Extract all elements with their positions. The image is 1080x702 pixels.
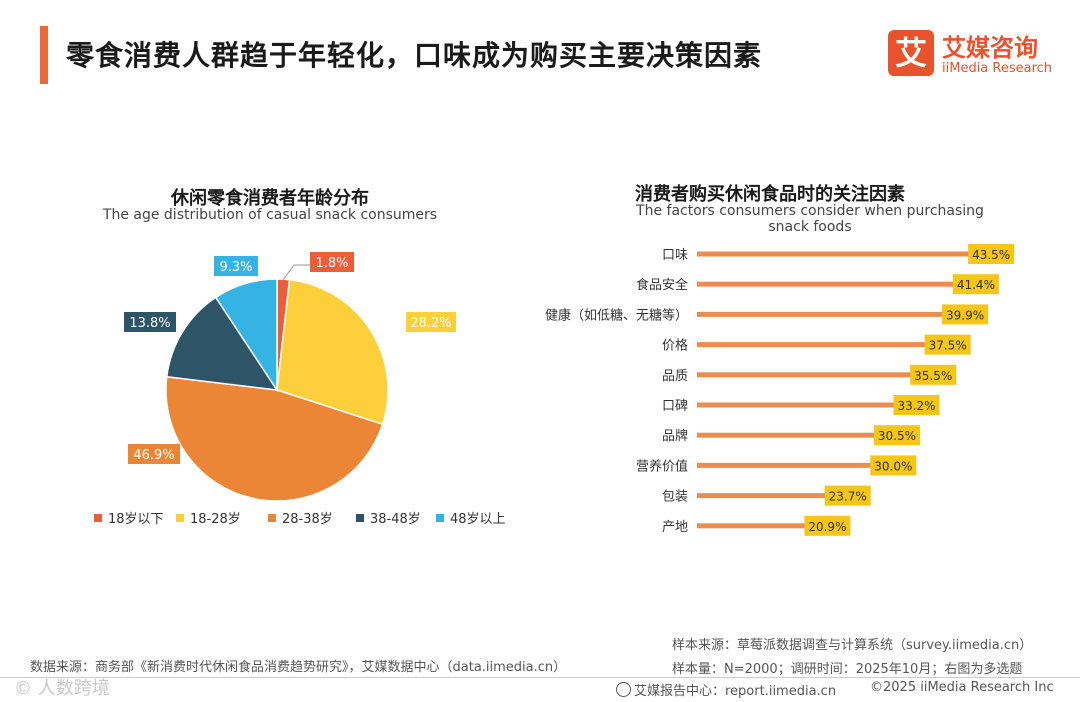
svg-text:33.2%: 33.2% (897, 399, 935, 413)
bar-category-label: 品质 (662, 369, 688, 384)
bar (697, 462, 915, 468)
report-center: 艾媒报告中心：report.iimedia.cn (616, 680, 836, 699)
svg-text:37.5%: 37.5% (929, 339, 967, 353)
pie-chart-title: 休闲零食消费者年龄分布 (171, 188, 369, 209)
report-center-label: 艾媒报告中心：report.iimedia.cn (634, 684, 837, 699)
bar-data-label: 30.5% (873, 425, 920, 446)
bar (697, 251, 1013, 257)
sample-info: 样本量：N=2000；调研时间：2025年10月；右图为多选题 (672, 662, 1023, 677)
logo-mark: 艾 (888, 30, 934, 76)
svg-text:20.9%: 20.9% (808, 520, 846, 534)
bar-data-label: 20.9% (804, 515, 851, 536)
bar-category-label: 包装 (662, 490, 688, 505)
bar-data-label: 41.4% (952, 274, 999, 295)
svg-text:38-48岁: 38-48岁 (370, 512, 421, 527)
pie-legend-item: 18岁以下 (94, 512, 164, 527)
pie-slice (165, 375, 384, 502)
pie-slice (276, 278, 389, 426)
pie-slice (214, 278, 278, 393)
bar-chart-title: 消费者购买休闲食品时的关注因素 (635, 184, 905, 205)
svg-text:30.0%: 30.0% (874, 459, 912, 473)
title-accent-bar (40, 26, 48, 84)
pie-data-label: 1.8% (310, 252, 354, 272)
svg-text:13.8%: 13.8% (129, 316, 170, 331)
sample-source: 样本来源：草莓派数据调查与计算系统（survey.iimedia.cn） (672, 638, 1033, 653)
bar-category-label: 口碑 (662, 398, 688, 414)
footer-divider (0, 677, 1080, 678)
pie-legend-item: 18-28岁 (176, 512, 241, 527)
svg-text:39.9%: 39.9% (946, 308, 984, 322)
bar (697, 493, 869, 499)
pie-chart-subtitle: The age distribution of casual snack con… (102, 207, 438, 223)
bar-category-label: 营养价值 (636, 458, 688, 474)
globe-icon (616, 682, 631, 697)
purchase-factors-bar-chart: 口味 43.5% 食品安全 41.4% 健康（如低糖、无糖等） 39.9% 价格 37.5% 品… (545, 244, 1015, 536)
bar-data-label: 33.2% (893, 395, 940, 415)
bar (697, 281, 997, 287)
bar (697, 402, 938, 408)
bar-category-label: 产地 (662, 520, 688, 535)
pie-legend-item: 38-48岁 (356, 512, 421, 527)
copyright: ©2025 iiMedia Research Inc (870, 680, 1054, 695)
bar-data-label: 23.7% (824, 485, 871, 506)
bar-chart-subtitle: The factors consumers consider when purc… (636, 203, 984, 235)
watermark: © 人数跨境 (14, 678, 110, 699)
svg-text:46.9%: 46.9% (133, 448, 174, 463)
svg-text:48岁以上: 48岁以上 (450, 512, 506, 527)
svg-text:18-28岁: 18-28岁 (190, 512, 241, 527)
pie-data-label: 46.9% (128, 444, 180, 464)
pie-data-label: 9.3% (214, 256, 258, 276)
bar-data-label: 30.0% (870, 455, 917, 476)
bar-data-label: 37.5% (924, 334, 971, 355)
age-distribution-pie-chart: 1.8% 28.2% 46.9% 13.8% 9.3% 18岁以下 18-28岁 28-38岁… (94, 252, 506, 527)
logo-name-en: iiMedia Research (942, 61, 1053, 76)
bar (697, 372, 955, 378)
page-title: 零食消费人群趋于年轻化，口味成为购买主要决策因素 (66, 39, 763, 72)
svg-text:43.5%: 43.5% (972, 248, 1010, 262)
pie-data-label: 13.8% (124, 312, 176, 332)
svg-text:30.5%: 30.5% (878, 429, 916, 443)
bar (697, 311, 987, 317)
svg-text:28-38岁: 28-38岁 (282, 512, 333, 527)
data-source: 数据来源：商务部《新消费时代休闲食品消费趋势研究》，艾媒数据中心（data.ii… (30, 660, 567, 675)
logo-name-cn: 艾媒咨询 (942, 34, 1038, 62)
pie-slice (165, 296, 279, 391)
bar-category-label: 品牌 (662, 428, 688, 444)
svg-text:28.2%: 28.2% (410, 316, 451, 331)
bar-category-label: 健康（如低糖、无糖等） (545, 307, 688, 323)
pie-leader-line (282, 264, 310, 281)
bar-category-label: 口味 (662, 248, 688, 263)
svg-text:23.7%: 23.7% (829, 490, 867, 504)
svg-text:1.8%: 1.8% (315, 256, 348, 271)
bar-data-label: 39.9% (942, 304, 989, 325)
svg-text:41.4%: 41.4% (957, 278, 995, 292)
pie-legend-item: 28-38岁 (268, 512, 333, 527)
bar-category-label: 食品安全 (636, 277, 688, 293)
bar (697, 432, 918, 438)
iimedia-logo: 艾 艾媒咨询 iiMedia Research (888, 30, 1068, 80)
bar (697, 523, 849, 529)
pie-data-label: 28.2% (406, 312, 456, 332)
svg-text:35.5%: 35.5% (914, 369, 952, 383)
bar (697, 342, 969, 348)
bar-data-label: 35.5% (910, 364, 957, 385)
svg-text:9.3%: 9.3% (219, 260, 252, 275)
svg-text:18岁以下: 18岁以下 (108, 512, 164, 527)
bar-category-label: 价格 (662, 338, 688, 354)
pie-legend-item: 48岁以上 (436, 512, 506, 527)
bar-data-label: 43.5% (968, 244, 1015, 264)
